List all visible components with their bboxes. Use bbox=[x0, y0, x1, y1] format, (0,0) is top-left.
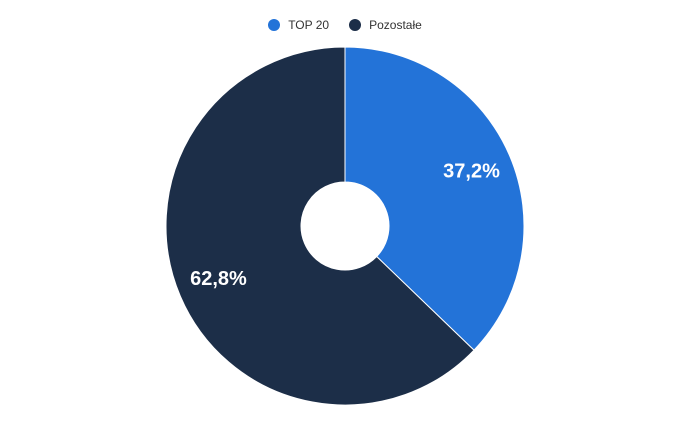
legend-label-pozostale: Pozostałe bbox=[369, 18, 422, 32]
legend-item-top20[interactable]: TOP 20 bbox=[268, 18, 329, 32]
slice-label-top20: 37,2% bbox=[443, 160, 500, 182]
legend-marker-top20 bbox=[268, 19, 281, 31]
slice-top20[interactable] bbox=[344, 46, 525, 351]
slice-pozostale[interactable] bbox=[165, 46, 475, 406]
legend-item-pozostale[interactable]: Pozostałe bbox=[349, 18, 422, 32]
legend-label-top20: TOP 20 bbox=[288, 18, 330, 32]
legend-marker-pozostale bbox=[349, 19, 362, 31]
slice-label-pozostale: 62,8% bbox=[190, 268, 247, 290]
chart-legend: TOP 20 Pozostałe bbox=[0, 18, 690, 32]
